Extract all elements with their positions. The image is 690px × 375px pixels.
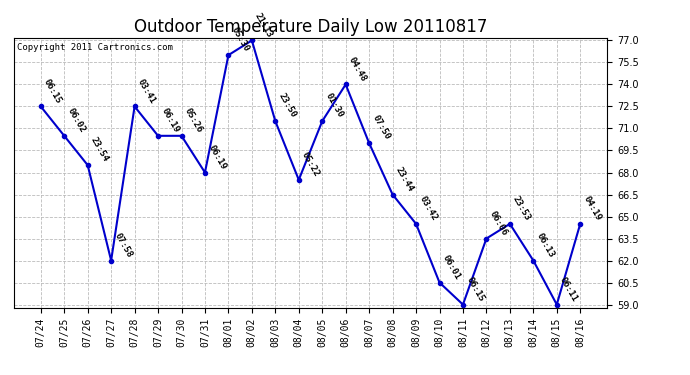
Text: 04:19: 04:19 xyxy=(582,195,603,222)
Text: 01:30: 01:30 xyxy=(324,92,345,120)
Text: 06:06: 06:06 xyxy=(488,209,509,237)
Text: 04:48: 04:48 xyxy=(347,55,368,83)
Text: 03:42: 03:42 xyxy=(417,195,439,222)
Text: 06:19: 06:19 xyxy=(206,143,228,171)
Text: 23:50: 23:50 xyxy=(277,92,298,120)
Title: Outdoor Temperature Daily Low 20110817: Outdoor Temperature Daily Low 20110817 xyxy=(134,18,487,36)
Text: 23:54: 23:54 xyxy=(89,136,110,164)
Text: 06:15: 06:15 xyxy=(464,275,486,303)
Text: 03:41: 03:41 xyxy=(136,77,157,105)
Text: 06:11: 06:11 xyxy=(558,275,580,303)
Text: 05:26: 05:26 xyxy=(183,106,204,134)
Text: 05:30: 05:30 xyxy=(230,26,251,54)
Text: 07:50: 07:50 xyxy=(371,114,392,142)
Text: 23:44: 23:44 xyxy=(394,165,415,193)
Text: 06:15: 06:15 xyxy=(42,77,63,105)
Text: 06:19: 06:19 xyxy=(159,106,181,134)
Text: 06:13: 06:13 xyxy=(535,231,556,259)
Text: 21:13: 21:13 xyxy=(253,11,275,39)
Text: Copyright 2011 Cartronics.com: Copyright 2011 Cartronics.com xyxy=(17,43,172,52)
Text: 06:01: 06:01 xyxy=(441,254,462,281)
Text: 07:58: 07:58 xyxy=(112,231,134,259)
Text: 23:53: 23:53 xyxy=(511,195,533,222)
Text: 06:02: 06:02 xyxy=(66,106,87,134)
Text: 05:22: 05:22 xyxy=(300,151,322,178)
